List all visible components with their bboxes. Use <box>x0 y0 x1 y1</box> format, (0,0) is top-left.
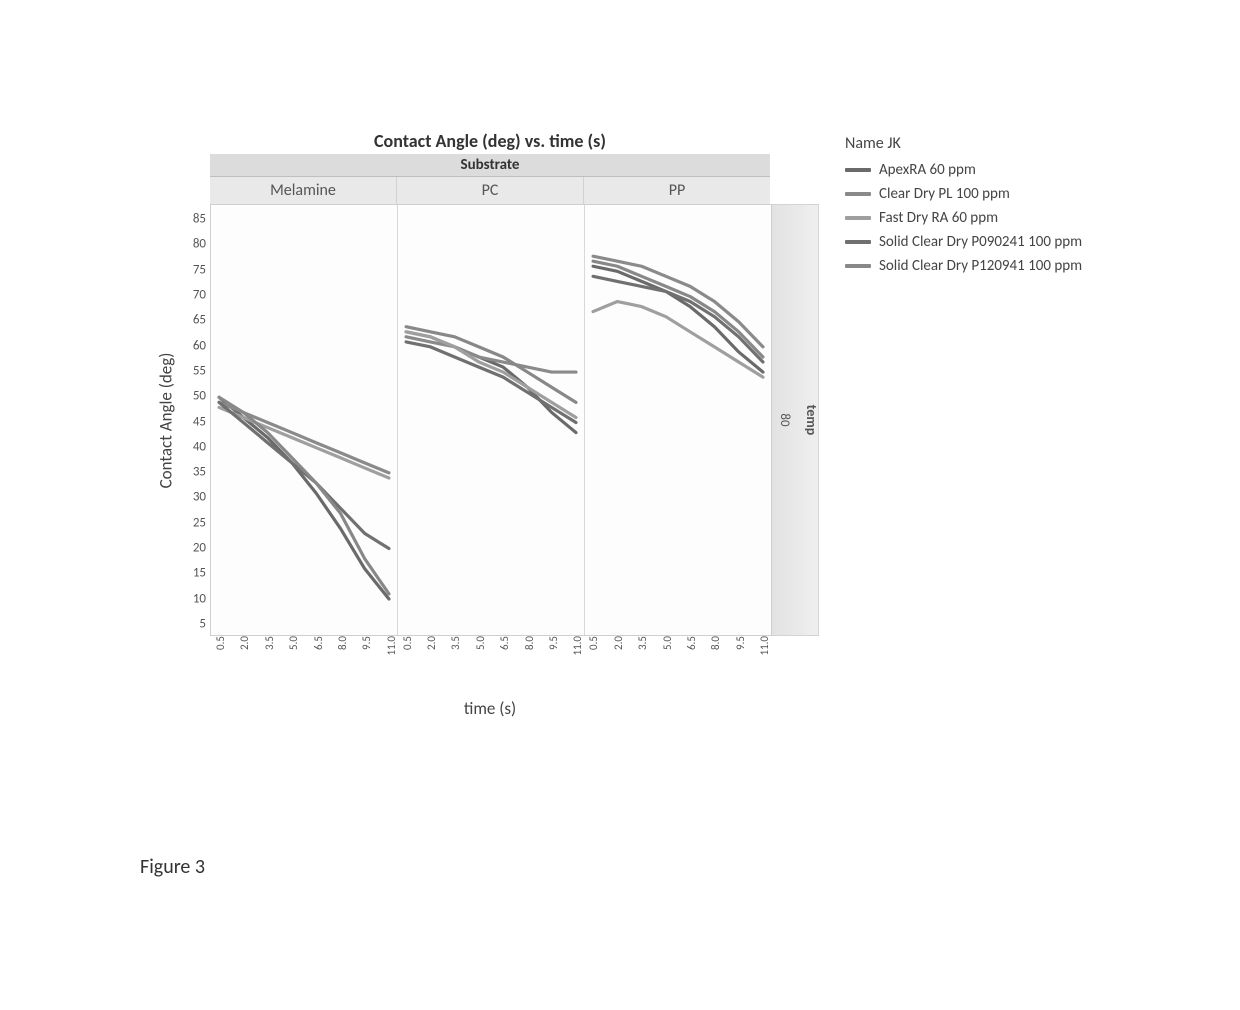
x-axis-ticks-row: 0.5 2.0 3.5 5.0 6.5 8.0 9.5 11.0 0.5 2.0 3.5 5.0 6.… <box>210 636 770 680</box>
y-tick: 20 <box>193 541 206 556</box>
y-tick: 10 <box>193 591 206 606</box>
series-line <box>219 397 389 599</box>
legend-swatch-icon <box>845 216 871 220</box>
y-axis-label-container: Contact Angle (deg) <box>155 204 177 636</box>
y-tick: 35 <box>193 465 206 480</box>
x-tick: 2.0 <box>238 636 251 650</box>
x-tick: 11.0 <box>571 636 584 656</box>
legend-label: ApexRA 60 ppm <box>879 161 976 179</box>
legend-item: Solid Clear Dry P120941 100 ppm <box>845 257 1082 275</box>
panel-pc <box>398 205 585 635</box>
y-tick: 45 <box>193 414 206 429</box>
panel-label-melamine: Melamine <box>210 177 397 204</box>
panel-label-pc: PC <box>397 177 584 204</box>
x-tick: 3.5 <box>636 636 649 650</box>
temp-label: temp <box>803 405 820 436</box>
x-tick: 9.5 <box>360 636 373 650</box>
legend-label: Solid Clear Dry P090241 100 ppm <box>879 233 1082 251</box>
legend-item: Fast Dry RA 60 ppm <box>845 209 1082 227</box>
panel-melamine <box>211 205 398 635</box>
y-axis-label: Contact Angle (deg) <box>156 352 177 488</box>
x-tick: 6.5 <box>685 636 698 650</box>
legend: Name JK ApexRA 60 ppm Clear Dry PL 100 pp… <box>845 134 1082 281</box>
x-tick: 0.5 <box>587 636 600 650</box>
xticks-panel-melamine: 0.5 2.0 3.5 5.0 6.5 8.0 9.5 11.0 <box>210 636 397 680</box>
y-tick: 60 <box>193 338 206 353</box>
x-tick: 8.0 <box>709 636 722 650</box>
x-tick: 5.0 <box>474 636 487 650</box>
legend-title: Name JK <box>845 134 1082 153</box>
legend-items: ApexRA 60 ppm Clear Dry PL 100 ppm Fast Dr… <box>845 161 1082 275</box>
legend-swatch-icon <box>845 264 871 268</box>
temp-value: 80 <box>777 413 792 426</box>
y-tick: 55 <box>193 363 206 378</box>
chart-title: Contact Angle (deg) vs. time (s) <box>210 130 770 152</box>
series-line <box>593 302 763 378</box>
x-tick: 2.0 <box>425 636 438 650</box>
x-tick: 5.0 <box>661 636 674 650</box>
x-tick: 9.5 <box>547 636 560 650</box>
figure-caption: Figure 3 <box>140 855 205 879</box>
y-tick: 25 <box>193 515 206 530</box>
panel-labels-row: Melamine PC PP <box>210 177 770 204</box>
y-tick: 30 <box>193 490 206 505</box>
y-tick: 80 <box>193 237 206 252</box>
y-tick: 75 <box>193 262 206 277</box>
trellis-header: Substrate <box>210 154 770 177</box>
panel-pp <box>585 205 771 635</box>
series-line <box>593 261 763 357</box>
series-line <box>406 332 576 418</box>
legend-item: ApexRA 60 ppm <box>845 161 1082 179</box>
x-axis-label: time (s) <box>210 698 770 719</box>
chart-panels <box>210 204 772 636</box>
legend-swatch-icon <box>845 192 871 196</box>
y-tick: 5 <box>199 616 206 631</box>
x-tick: 8.0 <box>336 636 349 650</box>
x-tick: 5.0 <box>287 636 300 650</box>
figure-container: Contact Angle (deg) vs. time (s) Substra… <box>155 130 1095 719</box>
xticks-panel-pp: 0.5 2.0 3.5 5.0 6.5 8.0 9.5 11.0 <box>583 636 770 680</box>
legend-swatch-icon <box>845 168 871 172</box>
x-tick: 6.5 <box>312 636 325 650</box>
legend-label: Fast Dry RA 60 ppm <box>879 209 998 227</box>
panel-label-pp: PP <box>584 177 770 204</box>
x-tick: 11.0 <box>385 636 398 656</box>
legend-item: Clear Dry PL 100 ppm <box>845 185 1082 203</box>
right-facet-strip: 80 temp <box>772 204 819 636</box>
x-tick: 8.0 <box>523 636 536 650</box>
legend-swatch-icon <box>845 240 871 244</box>
y-tick: 70 <box>193 288 206 303</box>
y-tick: 65 <box>193 313 206 328</box>
y-tick: 15 <box>193 566 206 581</box>
x-tick: 3.5 <box>449 636 462 650</box>
x-tick: 9.5 <box>734 636 747 650</box>
x-tick: 2.0 <box>612 636 625 650</box>
legend-item: Solid Clear Dry P090241 100 ppm <box>845 233 1082 251</box>
y-tick: 85 <box>193 212 206 227</box>
x-tick: 11.0 <box>758 636 771 656</box>
xticks-panel-pc: 0.5 2.0 3.5 5.0 6.5 8.0 9.5 11.0 <box>397 636 584 680</box>
legend-label: Clear Dry PL 100 ppm <box>879 185 1010 203</box>
y-axis-ticks: 5 10 15 20 25 30 35 40 45 50 55 60 65 70 75 80 85 <box>177 204 210 636</box>
series-line <box>219 407 389 478</box>
y-tick: 40 <box>193 439 206 454</box>
legend-label: Solid Clear Dry P120941 100 ppm <box>879 257 1082 275</box>
x-tick: 0.5 <box>401 636 414 650</box>
x-tick: 0.5 <box>214 636 227 650</box>
x-tick: 3.5 <box>263 636 276 650</box>
x-tick: 6.5 <box>498 636 511 650</box>
y-tick: 50 <box>193 389 206 404</box>
